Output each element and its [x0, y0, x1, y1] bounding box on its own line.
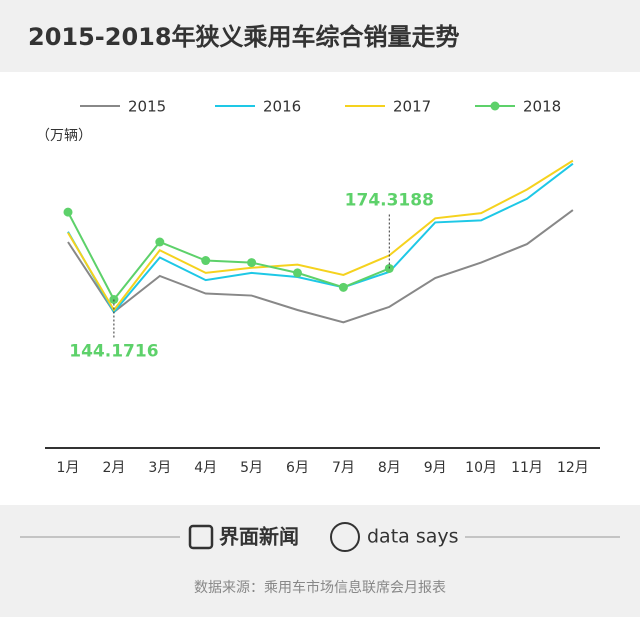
- legend-label: 2018: [523, 98, 561, 116]
- brand-icon: [188, 524, 214, 550]
- x-tick-label: 8月: [378, 460, 401, 476]
- y-axis-label: （万辆）: [36, 128, 92, 144]
- point: [63, 207, 73, 217]
- point: [338, 282, 348, 292]
- series-line: [67, 162, 574, 314]
- point: [293, 268, 302, 278]
- annotation: 174.3188: [345, 190, 434, 210]
- point: [247, 258, 257, 268]
- x-tick-label: 2月: [102, 460, 125, 476]
- x-tick-label: 9月: [424, 460, 447, 476]
- partner: data says: [367, 526, 459, 548]
- legend-label: 2017: [393, 98, 431, 116]
- annotation: 144.1716: [69, 342, 158, 362]
- legend-label: 2016: [263, 98, 301, 116]
- x-tick-label: 1月: [57, 460, 80, 476]
- title-band: [0, 0, 640, 72]
- legend-marker: [490, 101, 500, 111]
- brand: 界面新闻: [219, 525, 299, 549]
- point: [155, 237, 165, 247]
- x-tick-label: 6月: [286, 460, 309, 476]
- chart-title: 2015-2018年狭义乘用车综合销量走势: [28, 23, 460, 51]
- footer-band: [0, 505, 640, 617]
- legend-label: 2015: [128, 98, 166, 116]
- x-tick-label: 11月: [511, 460, 543, 476]
- source: 数据来源：乘用车市场信息联席会月报表: [194, 579, 446, 596]
- x-tick-label: 7月: [332, 460, 355, 476]
- x-tick-label: 3月: [148, 460, 171, 476]
- x-tick-label: 10月: [465, 460, 497, 476]
- x-tick-label: 12月: [557, 460, 589, 476]
- point: [201, 256, 211, 266]
- x-tick-label: 4月: [194, 460, 217, 476]
- series-line: [67, 159, 574, 312]
- x-tick-label: 5月: [240, 460, 263, 476]
- series-line: [67, 211, 390, 302]
- series-line: [67, 209, 574, 324]
- partner-icon: [330, 522, 360, 552]
